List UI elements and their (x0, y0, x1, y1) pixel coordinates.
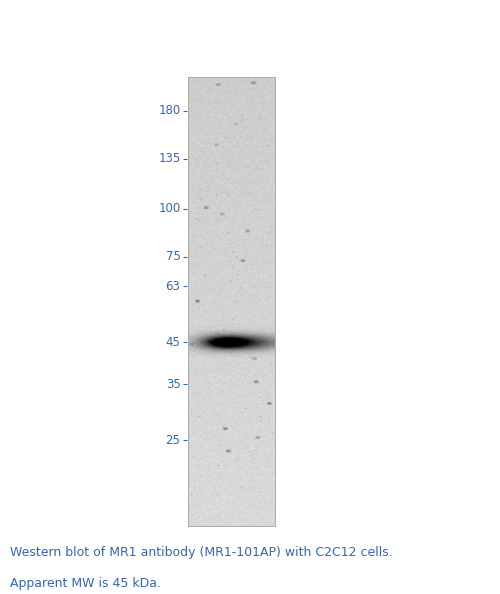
Text: 75: 75 (166, 251, 180, 263)
Text: 25: 25 (166, 434, 180, 447)
Text: 45: 45 (166, 336, 180, 349)
Text: 100: 100 (158, 203, 180, 216)
Text: 63: 63 (166, 280, 180, 292)
Text: Apparent MW is 45 kDa.: Apparent MW is 45 kDa. (10, 577, 161, 590)
Text: Western blot of MR1 antibody (MR1-101AP) with C2C12 cells.: Western blot of MR1 antibody (MR1-101AP)… (10, 546, 393, 560)
Text: 135: 135 (158, 152, 180, 165)
Text: 180: 180 (158, 104, 180, 117)
Text: 35: 35 (166, 378, 180, 391)
